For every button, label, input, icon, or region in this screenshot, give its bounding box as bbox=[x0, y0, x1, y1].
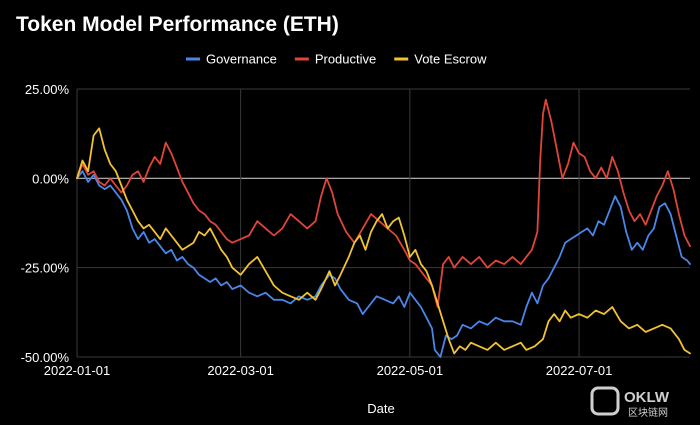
watermark-brand: OKLW bbox=[624, 389, 670, 406]
x-axis-label: Date bbox=[367, 401, 394, 416]
legend-label-vote-escrow: Vote Escrow bbox=[414, 52, 487, 67]
x-tick-label: 2022-05-01 bbox=[377, 363, 444, 378]
grid bbox=[76, 88, 690, 358]
x-axis-ticks: 2022-01-01 2022-03-01 2022-05-01 2022-07-01 bbox=[44, 363, 613, 378]
y-tick-label: 0.00% bbox=[32, 171, 69, 186]
legend-label-productive: Productive bbox=[315, 52, 376, 67]
legend-label-governance: Governance bbox=[206, 52, 277, 67]
y-tick-label: -25.00% bbox=[21, 261, 70, 276]
x-tick-label: 2022-01-01 bbox=[44, 363, 111, 378]
series-lines bbox=[76, 98, 691, 358]
y-tick-label: -50.00% bbox=[21, 350, 70, 365]
watermark-sub: 区块链网 bbox=[628, 406, 668, 419]
legend: Governance Productive Vote Escrow bbox=[186, 52, 487, 67]
watermark-logo: OKLW 区块链网 bbox=[590, 386, 670, 419]
y-tick-label: 25.00% bbox=[25, 82, 70, 97]
series-line-productive bbox=[76, 98, 691, 308]
watermark-q-icon bbox=[590, 386, 620, 416]
chart-title: Token Model Performance (ETH) bbox=[16, 13, 339, 36]
series-line-vote-escrow bbox=[76, 127, 691, 355]
x-tick-label: 2022-07-01 bbox=[546, 363, 613, 378]
series-line-governance bbox=[76, 170, 691, 358]
y-axis-ticks: 25.00% 0.00% -25.00% -50.00% bbox=[21, 82, 70, 365]
x-tick-label: 2022-03-01 bbox=[207, 363, 274, 378]
